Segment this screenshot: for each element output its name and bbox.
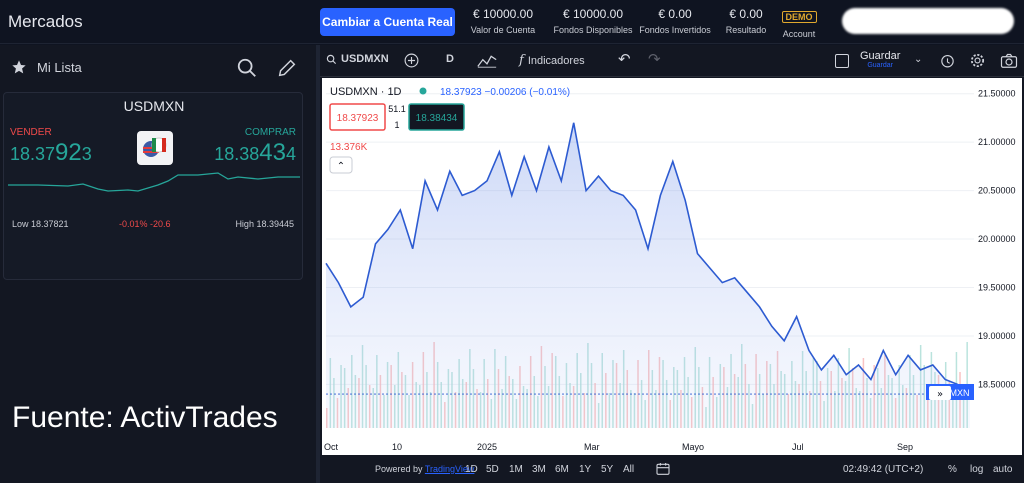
undo-icon[interactable]: ↶ <box>618 51 631 68</box>
legend-values: 18.37923 −0.00206 (−0.01%) <box>440 87 570 98</box>
account-menu[interactable]: DEMO Account <box>781 11 817 39</box>
watchlist-header: Mi Lista <box>0 45 316 89</box>
demo-badge: DEMO <box>781 11 817 23</box>
source-caption: Fuente: ActivTrades <box>12 401 278 434</box>
card-symbol: USDMXN <box>123 98 185 114</box>
chart-panel: USDMXN D f Indicadores ↶ ↷ Guardar Guard… <box>320 45 1024 483</box>
range-all[interactable]: All <box>623 464 635 475</box>
sell-price[interactable]: 18.37923 <box>10 139 92 166</box>
legend-title: USDMXN · 1D <box>330 86 402 98</box>
stat-account-value: € 10000.00 Valor de Cuenta <box>470 7 536 35</box>
y-tick-label: 21.50000 <box>978 89 1016 99</box>
range-1y[interactable]: 1Y <box>579 464 592 475</box>
range-1m[interactable]: 1M <box>509 464 523 475</box>
double-chevron-right-icon: » <box>937 389 943 400</box>
switch-to-real-account-button[interactable]: Cambiar a Cuenta Real <box>320 8 455 36</box>
search-icon[interactable] <box>236 57 258 79</box>
alert-clock-icon[interactable] <box>939 52 956 69</box>
price-line <box>325 122 971 395</box>
y-tick-label: 21.00000 <box>978 137 1016 147</box>
high-value: High 18.39445 <box>235 219 294 229</box>
x-tick-label: Jul <box>792 442 804 452</box>
range-5y[interactable]: 5Y <box>601 464 614 475</box>
camera-icon[interactable] <box>1000 52 1018 69</box>
watchlist-title[interactable]: Mi Lista <box>37 60 82 75</box>
clock-timezone[interactable]: 02:49:42 (UTC+2) <box>843 464 924 475</box>
top-bar: Mercados Cambiar a Cuenta Real € 10000.0… <box>0 0 1024 44</box>
currency-flag-icon <box>137 131 173 165</box>
interval-button[interactable]: D <box>446 53 454 65</box>
scroll-to-latest-button[interactable] <box>929 386 951 400</box>
indicators-button[interactable]: f Indicadores <box>519 53 585 68</box>
sparkline <box>8 172 300 192</box>
stat-available-funds: € 10000.00 Fondos Disponibles <box>553 7 633 35</box>
pencil-icon[interactable] <box>276 57 298 79</box>
tradingview-link[interactable]: TradingView <box>424 464 475 474</box>
redo-icon[interactable]: ↷ <box>648 51 661 68</box>
chevron-down-icon[interactable]: ⌄ <box>914 54 923 65</box>
log-scale-toggle[interactable]: log <box>970 464 984 475</box>
chevron-up-icon: ⌃ <box>337 161 345 172</box>
price-area <box>326 122 970 429</box>
buy-price[interactable]: 18.38434 <box>214 139 296 166</box>
volume-value: 13.376K <box>330 142 368 153</box>
search-icon <box>326 54 337 64</box>
auto-scale-toggle[interactable]: auto <box>993 464 1013 475</box>
buy-label: COMPRAR <box>244 127 296 138</box>
range-1d[interactable]: 1D <box>465 464 478 475</box>
range-5d[interactable]: 5D <box>486 464 499 475</box>
sell-label: VENDER <box>10 127 52 138</box>
stat-invested-funds: € 0.00 Fondos Invertidos <box>639 7 711 35</box>
chart-type-icon[interactable] <box>477 53 497 68</box>
compare-plus-icon[interactable] <box>403 52 420 69</box>
spread-value: 51.1 <box>388 104 406 114</box>
stat-result: € 0.00 Resultado <box>725 7 767 35</box>
sell-box[interactable] <box>329 103 386 131</box>
function-icon: f <box>519 53 524 68</box>
x-tick-label: 2025 <box>477 442 497 452</box>
buy-box[interactable] <box>408 103 465 131</box>
low-value: Low 18.37821 <box>12 219 69 229</box>
buy-box-price: 18.38434 <box>416 113 458 124</box>
watchlist-panel: Mi Lista USDMXN VENDER COMPRAR 18.37923 … <box>0 45 316 483</box>
x-tick-label: Oct <box>324 442 339 452</box>
change-value: -0.01% -20.6 <box>119 219 171 229</box>
y-tick-label: 20.00000 <box>978 234 1016 244</box>
collapse-legend-button[interactable] <box>329 156 353 174</box>
calendar-range-icon[interactable] <box>655 461 671 477</box>
instrument-card[interactable]: USDMXN VENDER COMPRAR 18.37923 18.38434 … <box>3 92 303 280</box>
panel-splitter[interactable] <box>316 45 320 483</box>
x-tick-label: Mar <box>584 442 600 452</box>
range-3m[interactable]: 3M <box>532 464 546 475</box>
price-chart[interactable]: 21.50000 21.00000 20.50000 20.00000 19.50000… <box>322 78 1022 455</box>
gear-icon[interactable] <box>969 52 986 69</box>
layout-icon[interactable] <box>835 54 849 68</box>
save-button[interactable]: Guardar Guardar <box>860 50 901 69</box>
y-tick-label: 19.50000 <box>978 282 1016 292</box>
y-tick-label: 18.50000 <box>978 379 1016 389</box>
market-open-dot <box>419 87 427 95</box>
star-icon[interactable] <box>11 59 27 75</box>
x-tick-label: 10 <box>392 442 402 452</box>
redacted-user-area <box>842 8 1014 34</box>
x-tick-label: Mayo <box>682 442 704 452</box>
spread-qty: 1 <box>394 120 399 130</box>
sell-box-price: 18.37923 <box>337 113 379 124</box>
powered-by: Powered by TradingView <box>375 464 475 474</box>
y-tick-label: 20.50000 <box>978 186 1016 196</box>
symbol-search[interactable]: USDMXN <box>326 53 389 65</box>
time-range-bar: Powered by TradingView 1D 5D 1M 3M 6M 1Y… <box>320 455 1024 483</box>
x-tick-label: Sep <box>897 442 913 452</box>
chart-toolbar: USDMXN D f Indicadores ↶ ↷ Guardar Guard… <box>320 45 1024 77</box>
percent-scale-toggle[interactable]: % <box>948 464 957 475</box>
y-tick-label: 19.00000 <box>978 331 1016 341</box>
page-title: Mercados <box>8 12 83 31</box>
range-6m[interactable]: 6M <box>555 464 569 475</box>
